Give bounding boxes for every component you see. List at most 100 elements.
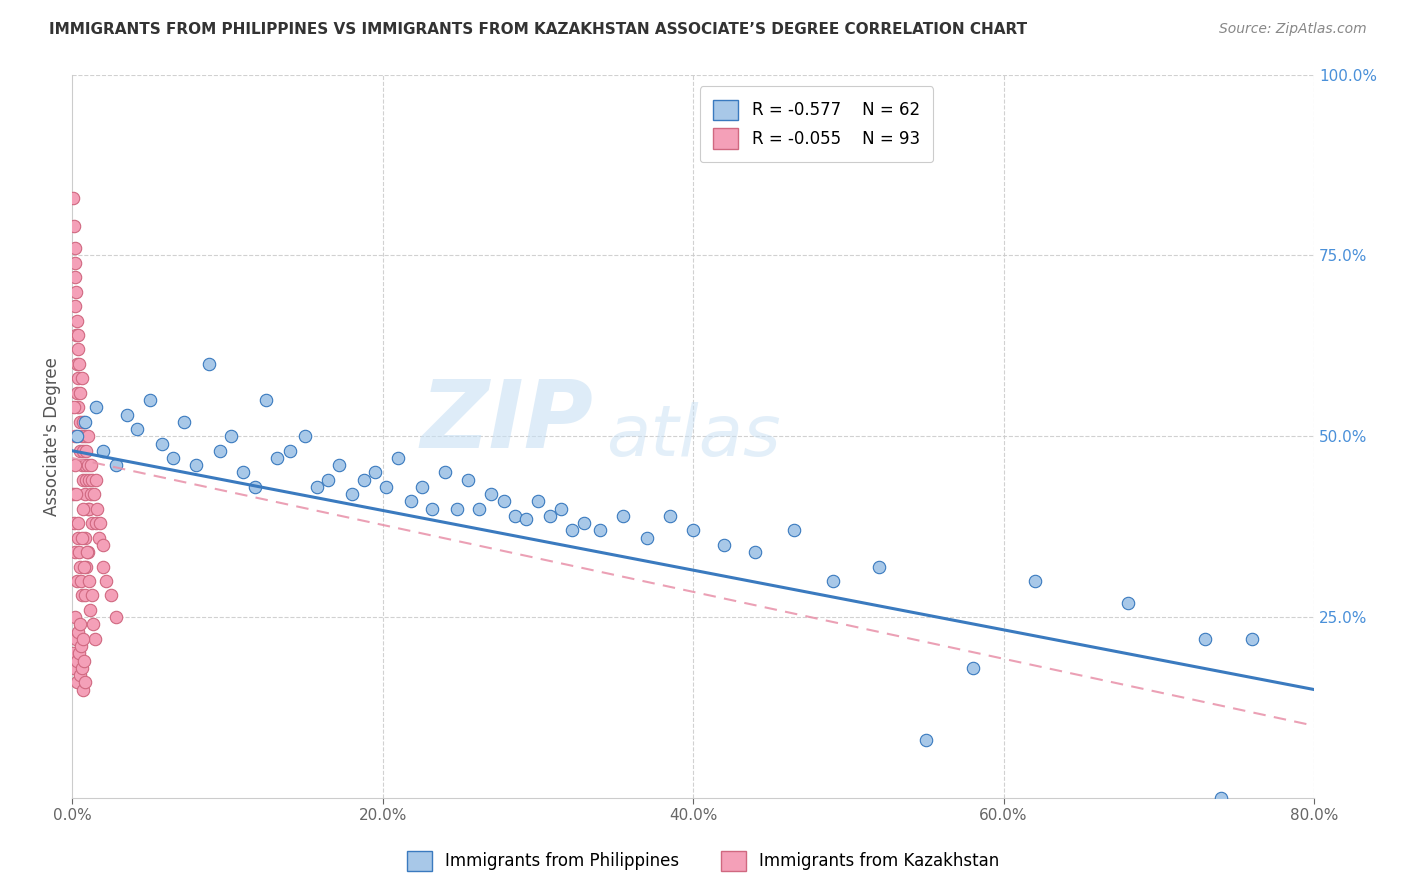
Point: [340, 487, 363, 501]
Point: [73, 458, 96, 473]
Point: [65, 487, 87, 501]
Point: [72, 443, 94, 458]
Point: [75, 443, 97, 458]
Point: [84, 516, 107, 530]
Point: [65, 285, 87, 299]
Y-axis label: Associate's Degree: Associate's Degree: [44, 357, 60, 516]
Point: [82, 473, 104, 487]
Point: [65, 429, 87, 443]
Point: [62, 401, 84, 415]
Point: [73, 654, 96, 668]
Point: [387, 450, 409, 465]
Point: [62, 646, 84, 660]
Point: [70, 429, 93, 443]
Point: [87, 531, 110, 545]
Point: [353, 473, 375, 487]
Point: [73, 429, 96, 443]
Point: [72, 531, 94, 545]
Point: [72, 632, 94, 646]
Point: [67, 545, 90, 559]
Point: [713, 538, 735, 552]
Point: [73, 675, 96, 690]
Point: [492, 494, 515, 508]
Point: [67, 624, 90, 639]
Point: [67, 531, 90, 545]
Point: [1240, 632, 1263, 646]
Point: [62, 190, 84, 204]
Point: [783, 524, 806, 538]
Legend: Immigrants from Philippines, Immigrants from Kazakhstan: Immigrants from Philippines, Immigrants …: [398, 842, 1008, 880]
Point: [66, 429, 89, 443]
Point: [62, 487, 84, 501]
Point: [254, 393, 277, 408]
Point: [69, 574, 91, 588]
Point: [65, 632, 87, 646]
Point: [62, 219, 84, 234]
Point: [76, 458, 98, 473]
Point: [76, 501, 98, 516]
Point: [75, 473, 97, 487]
Point: [150, 436, 173, 450]
Point: [66, 385, 89, 400]
Point: [446, 501, 468, 516]
Point: [84, 401, 107, 415]
Point: [62, 516, 84, 530]
Point: [962, 661, 984, 675]
Point: [76, 545, 98, 559]
Point: [198, 357, 221, 371]
Point: [574, 516, 596, 530]
Point: [612, 508, 634, 523]
Point: [89, 516, 111, 530]
Point: [589, 524, 612, 538]
Point: [433, 466, 456, 480]
Point: [91, 559, 114, 574]
Point: [682, 524, 704, 538]
Point: [65, 255, 87, 269]
Point: [66, 357, 89, 371]
Point: [69, 415, 91, 429]
Text: ZIP: ZIP: [420, 376, 593, 467]
Point: [72, 415, 94, 429]
Point: [63, 458, 86, 473]
Point: [69, 443, 91, 458]
Point: [63, 661, 86, 675]
Point: [67, 401, 90, 415]
Point: [79, 501, 101, 516]
Point: [744, 545, 766, 559]
Point: [66, 574, 89, 588]
Point: [77, 574, 100, 588]
Point: [73, 559, 96, 574]
Point: [307, 480, 329, 494]
Point: [658, 508, 681, 523]
Point: [318, 473, 340, 487]
Point: [278, 443, 301, 458]
Point: [527, 494, 550, 508]
Point: [82, 617, 104, 632]
Point: [245, 480, 267, 494]
Point: [84, 473, 107, 487]
Point: [422, 501, 444, 516]
Point: [70, 661, 93, 675]
Point: [1116, 596, 1139, 610]
Text: Source: ZipAtlas.com: Source: ZipAtlas.com: [1219, 22, 1367, 37]
Point: [76, 429, 98, 443]
Point: [70, 639, 93, 653]
Point: [65, 545, 87, 559]
Point: [100, 589, 122, 603]
Point: [69, 559, 91, 574]
Point: [80, 589, 103, 603]
Point: [65, 299, 87, 313]
Text: IMMIGRANTS FROM PHILIPPINES VS IMMIGRANTS FROM KAZAKHSTAN ASSOCIATE’S DEGREE COR: IMMIGRANTS FROM PHILIPPINES VS IMMIGRANT…: [49, 22, 1028, 37]
Point: [294, 429, 316, 443]
Point: [479, 487, 502, 501]
Point: [374, 480, 396, 494]
Point: [72, 501, 94, 516]
Point: [73, 415, 96, 429]
Point: [79, 603, 101, 617]
Point: [550, 501, 572, 516]
Point: [266, 450, 288, 465]
Point: [83, 632, 105, 646]
Point: [67, 646, 90, 660]
Point: [67, 328, 90, 343]
Point: [503, 508, 526, 523]
